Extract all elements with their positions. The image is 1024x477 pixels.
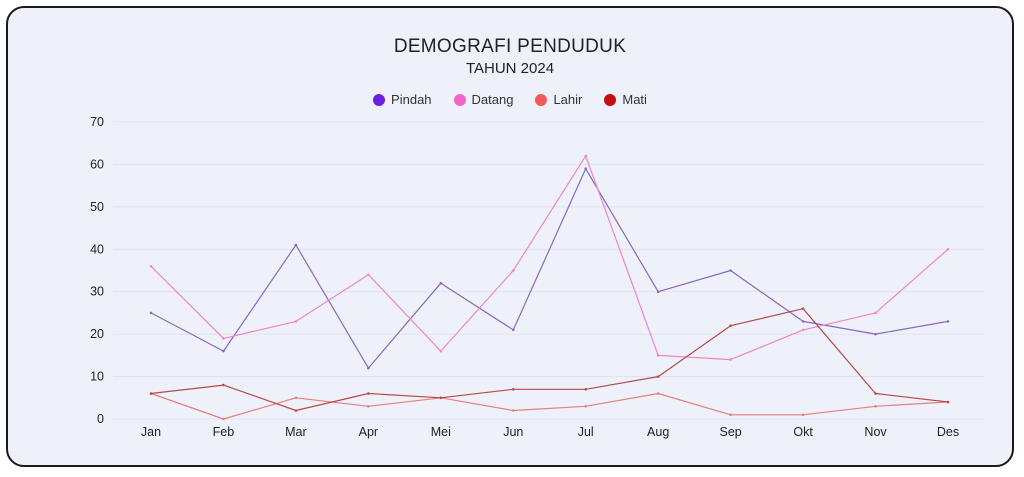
legend-item-mati[interactable]: Mati <box>604 92 647 107</box>
legend-label-pindah: Pindah <box>391 92 432 107</box>
data-point-pindah <box>439 281 443 285</box>
x-tick-label-feb: Feb <box>213 425 235 439</box>
data-point-lahir <box>367 404 370 408</box>
x-tick-label-jan: Jan <box>141 425 161 439</box>
legend-item-datang[interactable]: Datang <box>453 92 514 107</box>
legend-item-pindah[interactable]: Pindah <box>373 92 432 107</box>
data-point-pindah <box>294 243 298 247</box>
data-point-mati <box>946 400 950 404</box>
data-point-mati <box>729 324 732 327</box>
data-point-pindah <box>584 167 588 170</box>
legend-marker-datang <box>453 93 466 106</box>
legend-marker-pindah <box>373 93 386 106</box>
data-point-lahir <box>511 409 515 412</box>
data-point-mati <box>584 388 588 391</box>
x-tick-label-sep: Sep <box>720 425 742 439</box>
data-point-lahir <box>729 413 732 417</box>
x-tick-label-aug: Aug <box>647 425 669 439</box>
y-tick-label: 40 <box>90 242 104 256</box>
data-point-lahir <box>656 392 660 395</box>
y-tick-label: 0 <box>97 412 104 426</box>
x-tick-label-mar: Mar <box>285 425 307 439</box>
data-point-datang <box>294 320 298 323</box>
legend-label-lahir: Lahir <box>553 92 583 107</box>
data-point-lahir <box>294 396 298 400</box>
data-point-datang <box>367 273 370 277</box>
data-point-datang <box>874 311 877 315</box>
y-tick-label: 30 <box>90 285 104 299</box>
data-point-pindah <box>656 290 660 294</box>
data-point-pindah <box>801 320 805 323</box>
data-point-mati <box>874 392 877 395</box>
data-point-datang <box>439 349 443 353</box>
x-tick-label-jun: Jun <box>503 425 523 439</box>
x-tick-label-jul: Jul <box>578 425 594 439</box>
data-point-datang <box>584 154 588 158</box>
y-tick-label: 70 <box>90 115 104 129</box>
data-point-pindah <box>729 269 732 272</box>
data-point-mati <box>367 392 370 395</box>
line-chart-plot: 0 10 20 30 40 50 60 70 Jan Feb Mar Apr Mei Jun Jul Aug S… <box>90 115 985 439</box>
x-tick-label-okt: Okt <box>793 425 813 439</box>
data-point-mati <box>222 383 225 387</box>
data-point-mati <box>439 396 443 400</box>
data-point-pindah <box>511 328 515 332</box>
data-point-mati <box>656 375 660 378</box>
data-point-pindah <box>149 311 153 315</box>
data-point-mati <box>149 392 153 395</box>
legend-item-lahir[interactable]: Lahir <box>535 92 582 107</box>
series-line-mati <box>150 308 949 412</box>
x-tick-label-des: Des <box>937 425 959 439</box>
legend-marker-lahir <box>535 93 548 106</box>
y-tick-label: 50 <box>90 200 104 214</box>
legend-marker-mati <box>604 93 617 106</box>
data-point-datang <box>149 264 153 268</box>
data-point-datang <box>946 247 950 251</box>
data-point-pindah <box>222 349 225 353</box>
legend-label-datang: Datang <box>471 92 514 107</box>
data-point-datang <box>656 354 660 357</box>
data-point-datang <box>511 269 515 272</box>
data-point-lahir <box>222 417 225 421</box>
data-point-lahir <box>874 404 877 408</box>
data-point-lahir <box>584 404 588 408</box>
data-point-datang <box>801 328 805 332</box>
series-line-datang <box>150 155 949 361</box>
data-point-mati <box>294 409 298 412</box>
x-tick-label-apr: Apr <box>359 425 378 439</box>
y-tick-label: 20 <box>90 327 104 341</box>
data-point-mati <box>511 388 515 391</box>
data-point-datang <box>222 337 225 340</box>
y-tick-label: 60 <box>90 157 104 171</box>
data-point-pindah <box>874 332 877 336</box>
chart-legend: Pindah Datang Lahir Mati <box>8 92 1012 107</box>
chart-subtitle: TAHUN 2024 <box>465 60 555 77</box>
data-point-pindah <box>367 366 370 370</box>
legend-label-mati: Mati <box>622 92 647 107</box>
x-tick-label-mei: Mei <box>431 425 451 439</box>
data-point-datang <box>729 358 732 361</box>
data-point-mati <box>801 307 805 310</box>
chart-title: DEMOGRAFI PENDUDUK <box>393 36 627 57</box>
y-tick-label: 10 <box>90 370 104 384</box>
chart-card: DEMOGRAFI PENDUDUK TAHUN 2024 Pindah Dat… <box>6 6 1014 467</box>
series-line-lahir <box>150 392 949 420</box>
data-point-pindah <box>946 320 950 323</box>
x-tick-label-nov: Nov <box>864 425 887 439</box>
data-point-lahir <box>801 413 805 417</box>
